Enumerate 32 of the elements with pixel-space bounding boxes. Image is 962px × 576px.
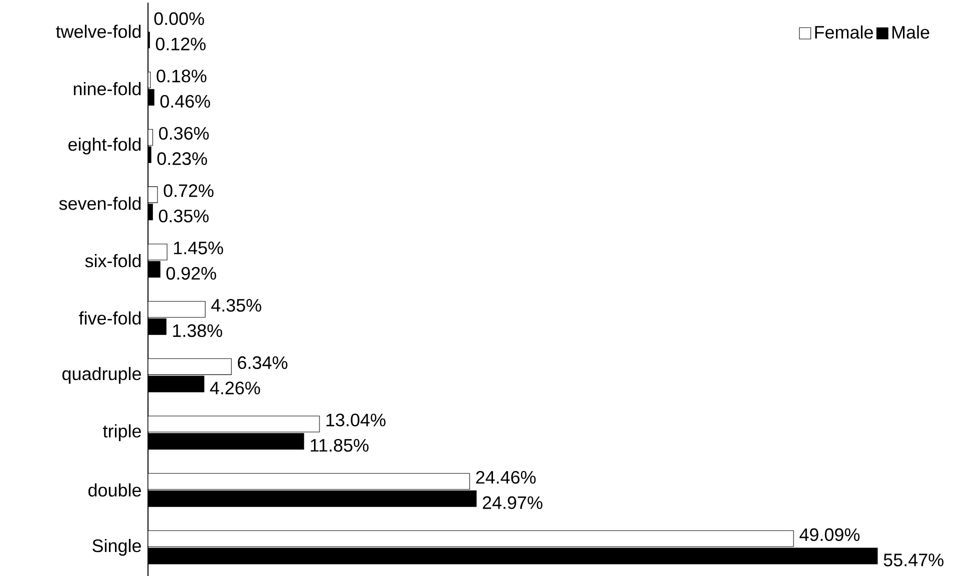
data-label: 0.92% — [166, 266, 216, 280]
data-label: 0.46% — [160, 94, 210, 108]
data-label: 1.45% — [174, 242, 224, 254]
data-label: 0.72% — [164, 184, 214, 198]
y-tick-label: Single — [92, 538, 141, 556]
y-tick-label: double — [88, 483, 141, 497]
data-label: 0.35% — [158, 210, 209, 222]
data-label: 0.12% — [156, 38, 206, 50]
y-tick-label: five-fold — [78, 311, 141, 325]
y-tick-label: seven-fold — [59, 196, 141, 210]
data-label: 1.38% — [173, 324, 222, 338]
y-tick-label: six-fold — [85, 254, 141, 268]
data-label: 24.46% — [476, 470, 536, 484]
data-label: 24.97% — [482, 496, 542, 510]
data-label: 11.85% — [310, 438, 369, 452]
y-tick-label: eight-fold — [68, 138, 141, 154]
data-label: 4.26% — [210, 382, 260, 394]
data-label: 0.18% — [156, 70, 206, 82]
y-tick-label: triple — [103, 424, 141, 442]
y-tick-label: nine-fold — [74, 82, 141, 96]
data-label: 49.09% — [800, 528, 860, 542]
legend-label: Female — [815, 25, 873, 39]
legend-label: Male — [892, 25, 930, 39]
data-label: 13.04% — [326, 414, 386, 426]
data-label: 55.47% — [884, 554, 944, 566]
data-label: 0.23% — [157, 152, 208, 166]
y-tick-label: twelve-fold — [56, 24, 141, 38]
data-label: 4.35% — [211, 298, 262, 312]
y-tick-label: quadruple — [62, 366, 141, 384]
data-label: 0.36% — [159, 126, 209, 140]
data-label: 6.34% — [238, 356, 288, 370]
data-label: 0.00% — [154, 12, 204, 26]
